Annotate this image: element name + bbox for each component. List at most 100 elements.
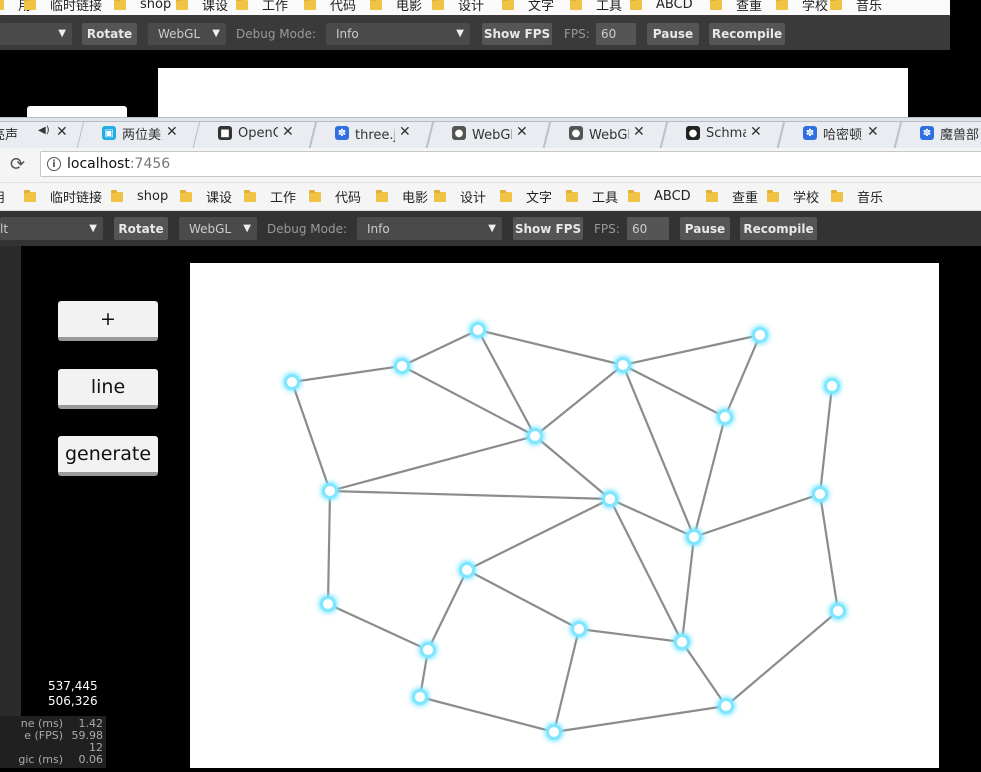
bookmark-item[interactable]: 音乐: [831, 183, 883, 210]
graph-node[interactable]: [602, 491, 618, 507]
graph-node[interactable]: [812, 486, 828, 502]
graph-edge: [610, 499, 682, 642]
back-bookmark-item[interactable]: shop: [114, 0, 171, 15]
back-bookmark-item[interactable]: ABCD: [630, 0, 693, 15]
tab-content: ✽three.js_百: [335, 121, 395, 145]
bookmark-item[interactable]: 文字: [500, 183, 552, 210]
graph-node[interactable]: [322, 483, 338, 499]
show-fps-button[interactable]: Show FPS: [513, 217, 583, 240]
close-icon[interactable]: ✕: [166, 124, 178, 140]
back-scene-select[interactable]: ▼: [0, 23, 72, 45]
back-bookmark-item[interactable]: 音乐: [830, 0, 882, 15]
bookmark-item[interactable]: 查重: [706, 183, 758, 210]
line-button[interactable]: line: [58, 369, 158, 409]
folder-icon: [24, 0, 36, 10]
graph-node[interactable]: [571, 621, 587, 637]
close-icon[interactable]: ✕: [399, 124, 411, 140]
bookmark-item[interactable]: 用: [0, 183, 5, 210]
back-bookmark-item[interactable]: 工作: [236, 0, 288, 15]
graph-node[interactable]: [717, 409, 733, 425]
back-bookmark-item[interactable]: 学校: [776, 0, 828, 15]
add-node-button[interactable]: +: [58, 301, 158, 341]
graph-edge: [535, 436, 610, 499]
folder-icon: [767, 192, 779, 202]
graph-edge: [330, 436, 535, 491]
back-fps-input[interactable]: 60: [596, 23, 636, 45]
graph-node[interactable]: [674, 634, 690, 650]
back-bookmark-item[interactable]: 查重: [710, 0, 762, 15]
graph-node[interactable]: [284, 374, 300, 390]
info-icon[interactable]: i: [47, 157, 61, 171]
graph-node[interactable]: [830, 603, 846, 619]
graph-node[interactable]: [824, 378, 840, 394]
chevron-down-icon: ▼: [456, 23, 464, 45]
graph-node[interactable]: [420, 642, 436, 658]
tab-content: 亮声: [0, 121, 32, 145]
back-debug-mode-select[interactable]: Info ▼: [326, 23, 470, 45]
back-rotate-button[interactable]: Rotate: [82, 23, 137, 45]
bookmark-item[interactable]: 电影: [376, 183, 428, 210]
bookmark-item[interactable]: 工作: [244, 183, 296, 210]
tab-content: ●Schmallts: [686, 121, 746, 145]
back-bookmark-label: 临时链接: [50, 0, 102, 14]
back-show-fps-button[interactable]: Show FPS: [482, 23, 552, 45]
omnibox[interactable]: i localhost:7456: [40, 151, 981, 177]
close-icon[interactable]: ✕: [633, 124, 645, 140]
back-webgl-select[interactable]: WebGL ▼: [148, 23, 226, 45]
graph-edge: [535, 365, 623, 436]
bookmark-item[interactable]: 学校: [767, 183, 819, 210]
graph-node[interactable]: [718, 698, 734, 714]
folder-icon: [370, 0, 382, 10]
graph-node[interactable]: [752, 327, 768, 343]
bookmark-item[interactable]: 工具: [566, 183, 618, 210]
pause-button[interactable]: Pause: [680, 217, 730, 240]
fps-input[interactable]: 60: [627, 217, 669, 240]
close-icon[interactable]: ✕: [867, 124, 879, 140]
back-bookmark-item[interactable]: 代码: [304, 0, 356, 15]
back-bookmark-item[interactable]: 设计: [432, 0, 484, 15]
graph-canvas[interactable]: [190, 263, 939, 768]
tab-title: 哈密顿回路: [823, 124, 863, 143]
back-pause-button[interactable]: Pause: [647, 23, 699, 45]
scene-select[interactable]: lt ▼: [0, 217, 103, 240]
tab-content: ✽魔兽部落旗: [920, 121, 980, 145]
graph-node[interactable]: [546, 724, 562, 740]
reload-icon[interactable]: ⟳: [10, 154, 25, 175]
graph-node[interactable]: [615, 357, 631, 373]
graph-node[interactable]: [470, 322, 486, 338]
back-bookmark-label: 电影: [396, 0, 422, 14]
webgl-select[interactable]: WebGL ▼: [179, 217, 257, 240]
speaker-icon[interactable]: ◀): [38, 125, 50, 136]
back-bookmark-item[interactable]: 课设: [176, 0, 228, 15]
graph-node[interactable]: [686, 529, 702, 545]
close-icon[interactable]: ✕: [282, 124, 294, 140]
graph-node[interactable]: [320, 596, 336, 612]
close-icon[interactable]: ✕: [516, 124, 528, 140]
generate-button[interactable]: generate: [58, 436, 158, 476]
back-bookmark-item[interactable]: 临时链接: [24, 0, 102, 15]
graph-node[interactable]: [394, 358, 410, 374]
back-bookmark-item[interactable]: 电影: [370, 0, 422, 15]
graph-node[interactable]: [412, 689, 428, 705]
bookmark-item[interactable]: 设计: [434, 183, 486, 210]
graph-edge: [292, 382, 330, 491]
close-icon[interactable]: ✕: [750, 124, 762, 140]
bookmark-item[interactable]: shop: [111, 183, 168, 210]
bookmark-item[interactable]: 临时链接: [24, 183, 102, 210]
close-icon[interactable]: ✕: [56, 124, 68, 140]
bookmark-item[interactable]: 代码: [309, 183, 361, 210]
back-bookmark-item[interactable]: 文字: [502, 0, 554, 15]
back-bookmark-item[interactable]: 工具: [570, 0, 622, 15]
graph-svg[interactable]: [190, 263, 939, 768]
debug-mode-select[interactable]: Info ▼: [357, 217, 502, 240]
bookmark-label: 设计: [460, 187, 486, 206]
rotate-button[interactable]: Rotate: [114, 217, 168, 240]
graph-node[interactable]: [527, 428, 543, 444]
back-recompile-button[interactable]: Recompile: [709, 23, 785, 45]
graph-node[interactable]: [459, 562, 475, 578]
penguin-icon: ●: [452, 126, 466, 140]
recompile-button[interactable]: Recompile: [740, 217, 817, 240]
graph-node-core: [605, 494, 615, 504]
bookmark-item[interactable]: ABCD: [628, 183, 691, 210]
bookmark-item[interactable]: 课设: [180, 183, 232, 210]
